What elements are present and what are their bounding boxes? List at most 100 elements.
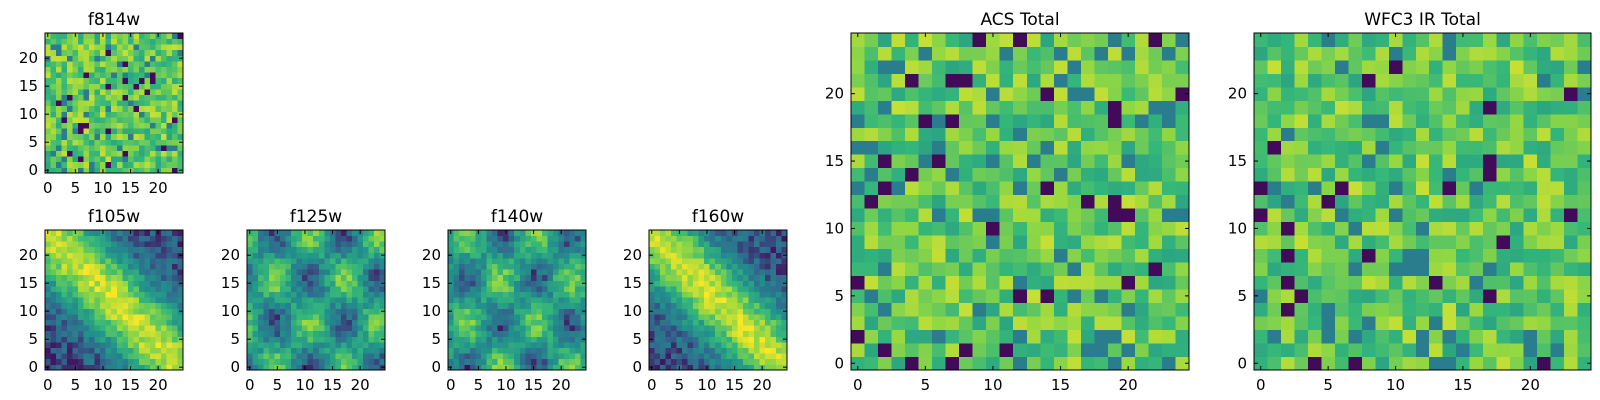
x-tick-label: 5 bbox=[71, 376, 81, 394]
heatmap-cell bbox=[171, 330, 178, 337]
heatmap-cell bbox=[742, 325, 749, 332]
heatmap-cell bbox=[340, 263, 347, 270]
heatmap-cell bbox=[111, 314, 118, 320]
heatmap-cell bbox=[742, 364, 749, 371]
heatmap-cell bbox=[676, 241, 683, 248]
heatmap-cell bbox=[122, 319, 129, 326]
heatmap-cell bbox=[61, 353, 68, 360]
heatmap-cell bbox=[94, 269, 101, 276]
heatmap-cell bbox=[649, 274, 655, 281]
heatmap-cell bbox=[563, 353, 570, 360]
heatmap-cell bbox=[1254, 248, 1268, 263]
heatmap-cell bbox=[368, 347, 375, 354]
heatmap-cell bbox=[127, 314, 134, 320]
heatmap-cell bbox=[986, 113, 1001, 128]
heatmap-cell bbox=[274, 246, 281, 253]
heatmap-cell bbox=[1080, 275, 1095, 290]
x-tick-label: 15 bbox=[121, 376, 140, 394]
heatmap-cell bbox=[280, 308, 287, 315]
heatmap-cell bbox=[269, 358, 275, 365]
heatmap-cell bbox=[285, 274, 292, 281]
heatmap-cell bbox=[1040, 59, 1055, 74]
heatmap-cell bbox=[56, 286, 62, 292]
heatmap-cell bbox=[1053, 46, 1068, 61]
heatmap-cell bbox=[116, 161, 123, 168]
heatmap-cell bbox=[78, 145, 85, 151]
heatmap-cell bbox=[1121, 167, 1136, 182]
heatmap-cell bbox=[318, 319, 325, 326]
heatmap-cell bbox=[770, 308, 777, 315]
heatmap-cell bbox=[851, 73, 865, 88]
heatmap-cell bbox=[280, 263, 287, 270]
heatmap-cell bbox=[693, 269, 700, 276]
heatmap-cell bbox=[318, 297, 325, 304]
heatmap-cell bbox=[536, 297, 543, 304]
heatmap-cell bbox=[671, 286, 677, 292]
heatmap-cell bbox=[166, 347, 173, 354]
heatmap-cell bbox=[704, 258, 711, 264]
heatmap-cell bbox=[1175, 356, 1190, 371]
heatmap-cell bbox=[149, 263, 156, 270]
heatmap-cell bbox=[770, 347, 777, 354]
heatmap-cell bbox=[171, 308, 178, 315]
heatmap-cell bbox=[138, 150, 145, 157]
heatmap-cell bbox=[726, 297, 733, 304]
heatmap-cell bbox=[177, 145, 184, 151]
heatmap-cell bbox=[144, 286, 151, 292]
heatmap-cell bbox=[94, 145, 101, 151]
heatmap-cell bbox=[171, 291, 178, 298]
heatmap-cell bbox=[89, 258, 96, 264]
heatmap-cell bbox=[100, 358, 107, 365]
heatmap-cell bbox=[1067, 235, 1082, 250]
heatmap-cell bbox=[1415, 140, 1430, 155]
heatmap-cell bbox=[999, 59, 1014, 74]
heatmap-cell bbox=[105, 230, 112, 236]
heatmap-cell bbox=[1254, 127, 1268, 142]
heatmap-cell bbox=[687, 358, 694, 365]
heatmap-cell bbox=[1442, 86, 1457, 101]
heatmap-cell bbox=[78, 44, 85, 51]
heatmap-cell bbox=[324, 302, 331, 309]
heatmap-cell bbox=[269, 336, 275, 343]
heatmap-cell bbox=[67, 83, 73, 90]
heatmap-cell bbox=[133, 302, 140, 309]
heatmap-cell bbox=[100, 72, 107, 79]
heatmap-cell bbox=[1564, 316, 1578, 330]
heatmap-cell bbox=[676, 286, 683, 292]
heatmap-cell bbox=[1161, 343, 1176, 357]
heatmap-cell bbox=[285, 364, 292, 371]
heatmap-cell bbox=[748, 336, 755, 343]
heatmap-cell bbox=[891, 262, 906, 277]
heatmap-cell bbox=[878, 343, 892, 357]
heatmap-cell bbox=[448, 358, 454, 365]
heatmap-cell bbox=[851, 302, 865, 317]
heatmap-cell bbox=[1080, 46, 1095, 61]
heatmap-cell bbox=[171, 302, 178, 309]
heatmap-cell bbox=[61, 83, 68, 90]
heatmap-cell bbox=[1415, 302, 1430, 317]
heatmap-cell bbox=[177, 302, 184, 309]
heatmap-cell bbox=[144, 235, 151, 242]
heatmap-cell bbox=[654, 269, 661, 276]
heatmap-cell bbox=[770, 353, 777, 360]
heatmap-cell bbox=[1067, 248, 1082, 263]
heatmap-cell bbox=[972, 262, 987, 277]
heatmap-cell bbox=[514, 286, 521, 292]
heatmap-cell bbox=[1294, 343, 1309, 357]
heatmap-cell bbox=[764, 230, 771, 236]
heatmap-cell bbox=[748, 286, 755, 292]
heatmap-cell bbox=[111, 61, 118, 67]
heatmap-cell bbox=[1564, 289, 1578, 303]
heatmap-cell bbox=[56, 308, 62, 315]
heatmap-cell bbox=[329, 308, 336, 315]
heatmap-cell bbox=[1348, 302, 1363, 317]
heatmap-cell bbox=[492, 286, 499, 292]
heatmap-cell bbox=[1040, 289, 1055, 303]
heatmap-cell bbox=[580, 314, 587, 320]
heatmap-cell bbox=[89, 89, 96, 95]
heatmap-cell bbox=[94, 111, 101, 118]
heatmap-cell bbox=[1107, 154, 1122, 169]
heatmap-cell bbox=[50, 72, 57, 79]
